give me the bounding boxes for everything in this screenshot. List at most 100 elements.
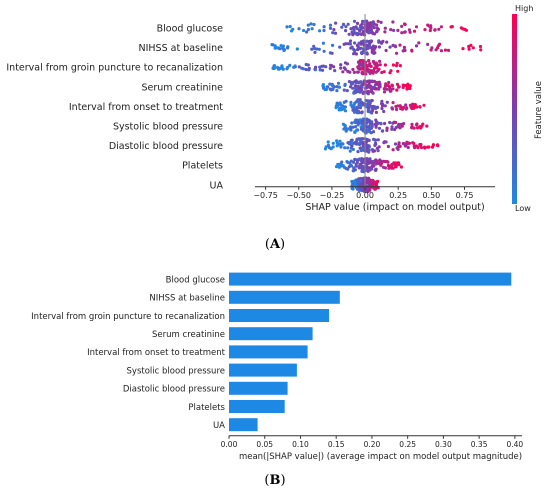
shap-point [342, 165, 346, 169]
shap-point [391, 63, 395, 67]
shap-point [378, 63, 382, 67]
shap-point [313, 68, 317, 72]
shap-point [395, 61, 399, 65]
shap-point [395, 51, 399, 55]
shap-point [367, 145, 371, 149]
shap-point [322, 49, 326, 53]
shap-point [367, 125, 371, 129]
shap-point [397, 141, 401, 145]
shap-point [331, 141, 335, 145]
shap-point [361, 119, 365, 123]
shap-point [333, 69, 337, 73]
bar-systolic-blood-pressure [229, 363, 297, 377]
shap-point [395, 107, 399, 112]
shap-point [396, 145, 401, 149]
x-tick-label: 0.15 [328, 440, 345, 449]
shap-point [356, 110, 360, 114]
shap-point [354, 31, 358, 35]
shap-point [304, 67, 308, 72]
shap-point [373, 51, 377, 55]
shap-point [369, 64, 373, 69]
shap-point [431, 143, 436, 147]
shap-point [320, 64, 324, 68]
shap-point [378, 158, 382, 162]
shap-point [353, 48, 357, 53]
shap-point [356, 123, 360, 127]
shap-point [420, 146, 424, 150]
shap-point [364, 124, 369, 129]
x-tick-label: −0.25 [320, 191, 345, 200]
shap-point [342, 106, 346, 110]
shap-point [398, 104, 402, 108]
x-tick-label: 0.20 [364, 440, 381, 449]
bar-serum-creatinine [229, 327, 313, 341]
beeswarm-row-interval-from-onset-to-treatment [334, 98, 426, 115]
shap-point [354, 164, 358, 168]
shap-point [367, 59, 371, 63]
shap-point [388, 120, 392, 125]
shap-point [350, 186, 355, 191]
shap-point [343, 109, 348, 113]
shap-point [359, 149, 363, 153]
x-ticks: 0.00 0.05 0.10 0.15 0.20 0.25 0.30 0.35 0.40 [221, 435, 523, 449]
shap-point [405, 87, 409, 91]
shap-point [348, 39, 353, 43]
colorbar-high-label: High [515, 4, 533, 13]
shap-point [389, 28, 393, 32]
x-axis-label: SHAP value (impact on model output) [305, 202, 484, 213]
shap-point [400, 31, 404, 35]
shap-point [344, 25, 348, 29]
x-tick-label: −0.50 [286, 191, 311, 200]
shap-point [414, 44, 419, 48]
shap-point [374, 142, 378, 146]
shap-point [383, 26, 387, 30]
shap-point [433, 28, 437, 32]
shap-point [446, 48, 451, 53]
shap-point [355, 128, 359, 132]
panel-label-a-letter: A [269, 237, 281, 252]
mean-shap-bar-chart: Blood glucose NIHSS at baseline Interval f… [31, 272, 523, 488]
shap-point [359, 25, 364, 29]
x-tick-label: 0.10 [292, 440, 309, 449]
shap-point [357, 188, 361, 192]
shap-point [340, 25, 344, 29]
shap-point [307, 66, 311, 71]
shap-point [346, 22, 350, 26]
shap-point [346, 127, 350, 131]
shap-point [361, 187, 365, 191]
shap-point [357, 165, 361, 169]
shap-point [414, 25, 419, 29]
shap-point [365, 143, 369, 147]
shap-point [377, 145, 381, 149]
shap-point [312, 22, 316, 27]
shap-point [354, 79, 358, 83]
shap-point [314, 65, 318, 69]
shap-point [306, 23, 310, 27]
shap-point [375, 160, 379, 164]
category-labels: Blood glucose NIHSS at baseline Interval f… [31, 275, 225, 431]
shap-point [382, 90, 387, 94]
x-tick-label: 0.50 [422, 191, 440, 200]
shap-point [359, 42, 363, 46]
bar-platelets [229, 400, 285, 413]
shap-point [360, 50, 364, 54]
shap-point [321, 68, 325, 72]
shap-point [335, 101, 339, 105]
beeswarm-row-blood-glucose [285, 19, 468, 37]
beeswarm-row-nihss-at-baseline [270, 39, 483, 56]
shap-point [359, 80, 363, 84]
shap-point [394, 165, 398, 169]
shap-point [415, 126, 420, 130]
shap-point [339, 108, 343, 112]
shap-point [368, 122, 372, 126]
bar-interval-from-onset-to-treatment [229, 345, 308, 359]
shap-point [385, 128, 389, 132]
shap-point [389, 69, 393, 73]
shap-point [398, 64, 402, 68]
shap-beeswarm-chart: Blood glucose NIHSS at baseline Interval f… [6, 4, 544, 252]
shap-point [400, 24, 404, 28]
shap-point [286, 46, 290, 50]
shap-point [349, 46, 353, 50]
shap-point [385, 126, 389, 130]
shap-point [391, 148, 395, 152]
